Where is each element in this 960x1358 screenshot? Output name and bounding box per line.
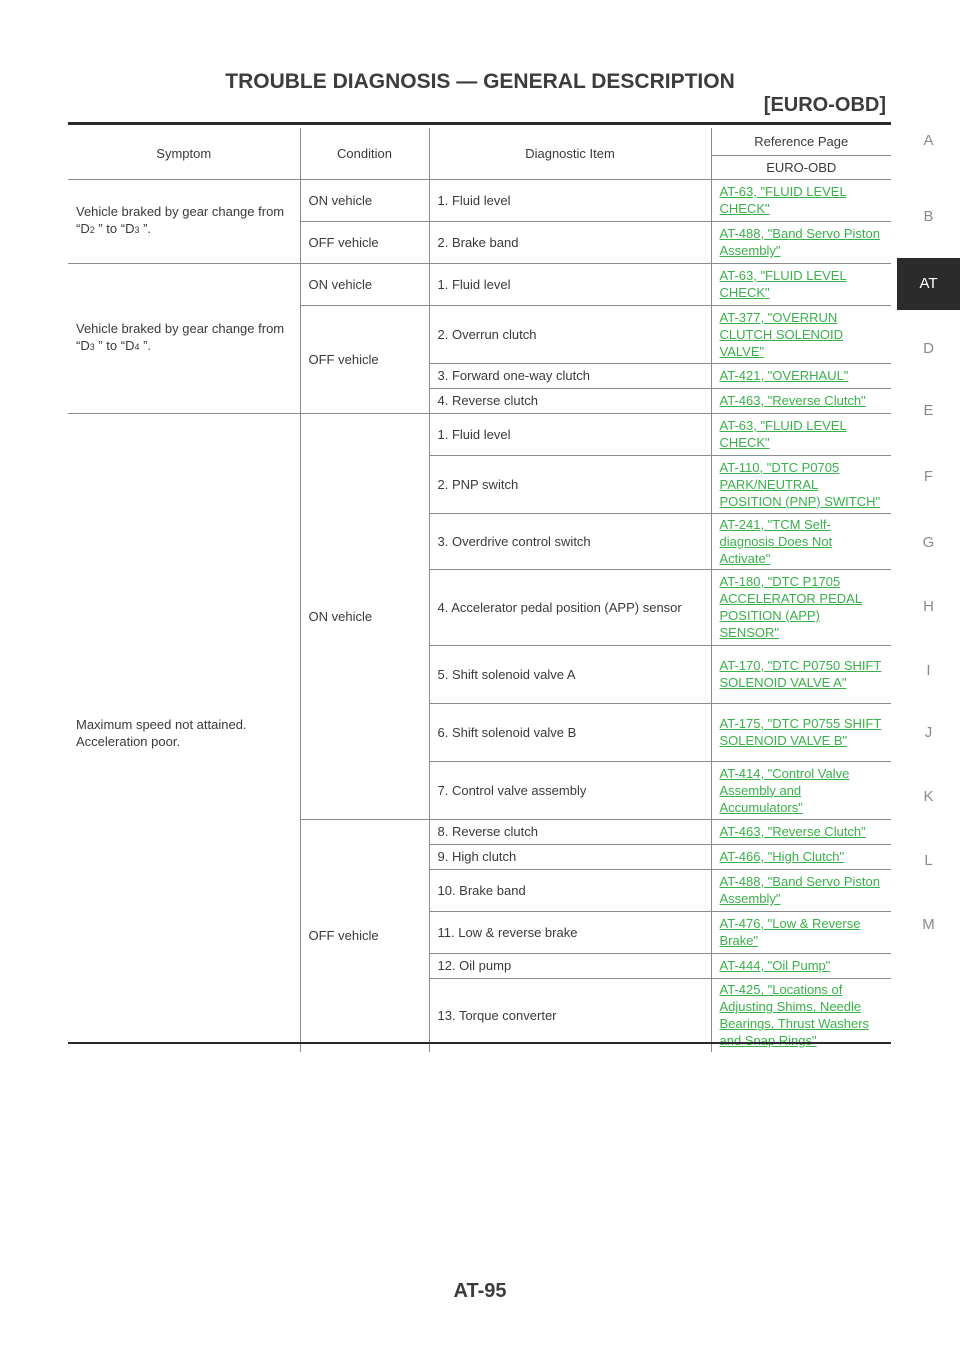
diagnostic-item: 2. PNP switch bbox=[429, 454, 712, 513]
diagnostic-item: 12. Oil pump bbox=[429, 952, 712, 978]
reference-link[interactable]: AT-63, "FLUID LEVEL CHECK" bbox=[711, 262, 891, 305]
reference-link[interactable]: AT-421, "OVERHAUL" bbox=[711, 362, 891, 388]
header-rule bbox=[68, 122, 891, 125]
symptom-cell: Maximum speed not attained. Acceleration… bbox=[68, 412, 301, 1052]
side-tab-b[interactable]: B bbox=[923, 208, 934, 225]
diagnostic-item: 11. Low & reverse brake bbox=[429, 910, 712, 953]
reference-link[interactable]: AT-488, "Band Servo Piston Assembly" bbox=[711, 868, 891, 911]
side-tab-at[interactable]: AT bbox=[897, 258, 960, 310]
diagnostic-item: 2. Brake band bbox=[429, 220, 712, 263]
page-number: AT-95 bbox=[453, 1280, 507, 1302]
condition-cell: ON vehicle bbox=[300, 178, 430, 221]
condition-cell: ON vehicle bbox=[300, 412, 430, 819]
header-diagnostic-item: Diagnostic Item bbox=[429, 128, 712, 179]
diagnostic-item: 13. Torque converter bbox=[429, 977, 712, 1052]
diagnostic-item: 4. Reverse clutch bbox=[429, 387, 712, 413]
reference-link[interactable]: AT-425, "Locations of Adjusting Shims, N… bbox=[711, 977, 891, 1052]
reference-link[interactable]: AT-463, "Reverse Clutch" bbox=[711, 818, 891, 844]
diagnostic-item: 1. Fluid level bbox=[429, 412, 712, 455]
reference-link[interactable]: AT-466, "High Clutch" bbox=[711, 843, 891, 869]
diagnostic-item: 3. Forward one-way clutch bbox=[429, 362, 712, 388]
header-euro-obd: EURO-OBD bbox=[711, 154, 891, 179]
symptom-cell: Vehicle braked by gear change from “D3 ”… bbox=[68, 262, 301, 413]
side-tab-a[interactable]: A bbox=[923, 132, 934, 149]
side-tab-h[interactable]: H bbox=[923, 598, 934, 615]
diagnostic-item: 9. High clutch bbox=[429, 843, 712, 869]
reference-link[interactable]: AT-476, "Low & Reverse Brake" bbox=[711, 910, 891, 953]
diagnostic-item: 1. Fluid level bbox=[429, 178, 712, 221]
diagnostic-item: 7. Control valve assembly bbox=[429, 760, 712, 819]
reference-link[interactable]: AT-444, "Oil Pump" bbox=[711, 952, 891, 978]
side-tab-k[interactable]: K bbox=[923, 788, 934, 805]
reference-link[interactable]: AT-488, "Band Servo Piston Assembly" bbox=[711, 220, 891, 263]
condition-cell: ON vehicle bbox=[300, 262, 430, 305]
side-tab-f[interactable]: F bbox=[923, 468, 934, 485]
diagnostic-item: 1. Fluid level bbox=[429, 262, 712, 305]
side-tab-j[interactable]: J bbox=[924, 724, 933, 741]
diagnostic-item: 8. Reverse clutch bbox=[429, 818, 712, 844]
reference-link[interactable]: AT-241, "TCM Self-diagnosis Does Not Act… bbox=[711, 512, 891, 569]
page-title: TROUBLE DIAGNOSIS — GENERAL DESCRIPTION bbox=[225, 70, 735, 93]
side-tab-m[interactable]: M bbox=[922, 916, 935, 933]
side-tab-e[interactable]: E bbox=[923, 402, 934, 419]
diagnostic-item: 4. Accelerator pedal position (APP) sens… bbox=[429, 568, 712, 645]
diagnostic-item: 6. Shift solenoid valve B bbox=[429, 702, 712, 761]
header-symptom: Symptom bbox=[68, 128, 301, 179]
side-tab-i[interactable]: I bbox=[926, 662, 931, 679]
header-reference-page: Reference Page bbox=[754, 133, 849, 149]
diagnostic-item: 3. Overdrive control switch bbox=[429, 512, 712, 569]
reference-link[interactable]: AT-414, "Control Valve Assembly and Accu… bbox=[711, 760, 891, 819]
diagnostic-item: 10. Brake band bbox=[429, 868, 712, 911]
diagnostic-item: 2. Overrun clutch bbox=[429, 304, 712, 363]
diagnostic-item: 5. Shift solenoid valve A bbox=[429, 644, 712, 703]
side-tab-l[interactable]: L bbox=[924, 852, 933, 869]
reference-link[interactable]: AT-63, "FLUID LEVEL CHECK" bbox=[711, 412, 891, 455]
reference-link[interactable]: AT-463, "Reverse Clutch" bbox=[711, 387, 891, 413]
header-condition: Condition bbox=[300, 128, 430, 179]
side-tab-d[interactable]: D bbox=[923, 340, 934, 357]
reference-link[interactable]: AT-175, "DTC P0755 SHIFT SOLENOID VALVE … bbox=[711, 702, 891, 761]
reference-link[interactable]: AT-170, "DTC P0750 SHIFT SOLENOID VALVE … bbox=[711, 644, 891, 703]
condition-cell: OFF vehicle bbox=[300, 304, 430, 413]
symptom-text: Vehicle braked by gear change from bbox=[76, 321, 285, 336]
symptom-text: Maximum speed not attained. bbox=[76, 716, 247, 732]
reference-link[interactable]: AT-180, "DTC P1705 ACCELERATOR PEDAL POS… bbox=[711, 568, 891, 645]
reference-link[interactable]: AT-110, "DTC P0705 PARK/NEUTRAL POSITION… bbox=[711, 454, 891, 513]
reference-link[interactable]: AT-63, "FLUID LEVEL CHECK" bbox=[711, 178, 891, 221]
diagnosis-table: Symptom Condition Diagnostic Item Refere… bbox=[68, 128, 891, 1052]
symptom-cell: Vehicle braked by gear change from “D2 ”… bbox=[68, 178, 301, 263]
side-tab-g[interactable]: G bbox=[922, 534, 935, 551]
symptom-text: Acceleration poor. bbox=[76, 733, 181, 749]
condition-cell: OFF vehicle bbox=[300, 220, 430, 263]
symptom-text: Vehicle braked by gear change from bbox=[76, 204, 285, 219]
condition-cell: OFF vehicle bbox=[300, 818, 430, 1052]
section-subtitle: [EURO-OBD] bbox=[763, 94, 886, 116]
footer-rule bbox=[68, 1042, 891, 1044]
reference-link[interactable]: AT-377, "OVERRUN CLUTCH SOLENOID VALVE" bbox=[711, 304, 891, 363]
